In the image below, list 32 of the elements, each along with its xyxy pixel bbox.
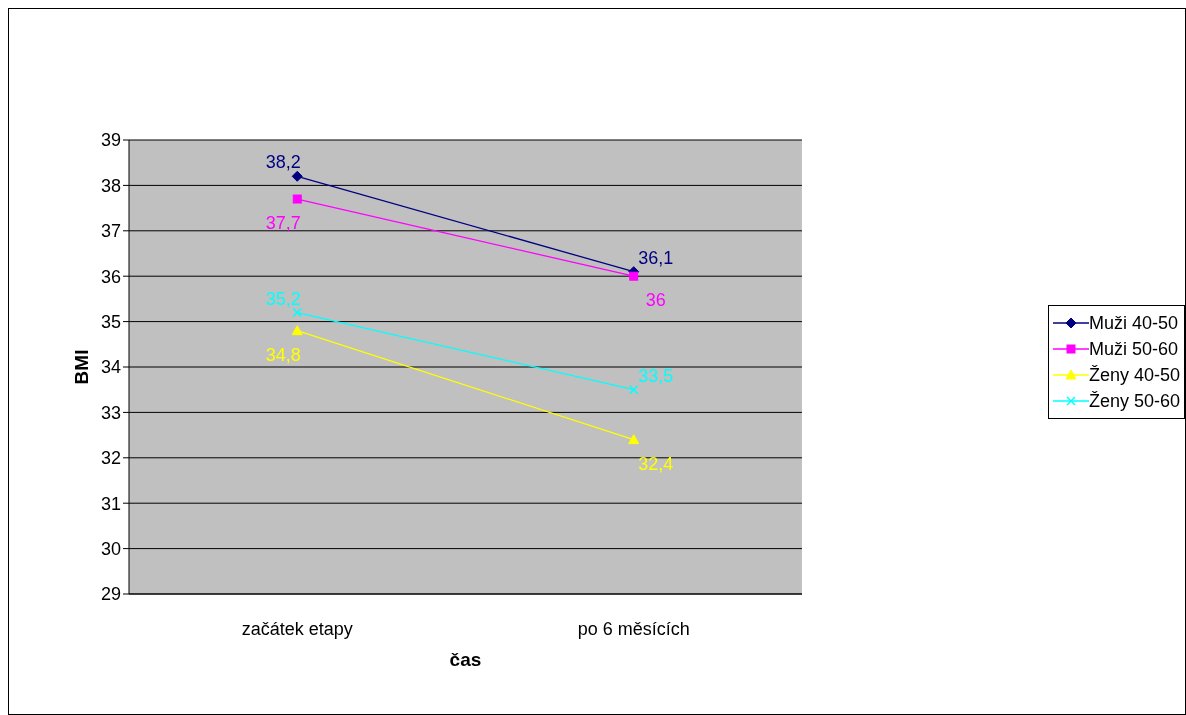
x-tick-label: začátek etapy [241, 618, 353, 639]
y-tick-label: 35 [100, 311, 121, 332]
data-label: 36,1 [638, 247, 674, 268]
y-axis-title: BMI [70, 349, 92, 385]
point [291, 170, 303, 182]
data-label: 33,5 [638, 365, 674, 386]
y-tick-label: 32 [100, 448, 121, 469]
y-tick-label: 33 [100, 402, 121, 423]
data-label: 35,2 [265, 288, 301, 309]
data-label: 37,7 [265, 213, 301, 234]
legend-label: Ženy 40-50 [1088, 363, 1180, 387]
point [629, 271, 639, 281]
point [628, 384, 639, 395]
y-tick-label: 31 [100, 493, 121, 514]
data-label: 36 [645, 290, 666, 311]
legend-label: Muži 50-60 [1088, 337, 1178, 361]
y-tick-label: 30 [100, 538, 121, 559]
point [292, 307, 302, 318]
data-label: 32,4 [638, 453, 674, 474]
x-tick-label: po 6 měsících [577, 618, 690, 639]
y-tick-label: 29 [100, 584, 121, 605]
data-label: 34,8 [265, 344, 301, 365]
data-label: 38,2 [265, 152, 301, 173]
x-axis-title: čas [449, 649, 482, 670]
y-tick-label: 38 [100, 175, 121, 196]
y-tick-label: 34 [100, 357, 121, 378]
y-tick-label: 36 [100, 266, 121, 287]
legend-label: Ženy 50-60 [1088, 389, 1180, 413]
y-tick-label: 37 [100, 221, 121, 242]
y-tick-label: 39 [100, 130, 121, 151]
point [292, 194, 302, 204]
legend-label: Muži 40-50 [1088, 311, 1178, 335]
